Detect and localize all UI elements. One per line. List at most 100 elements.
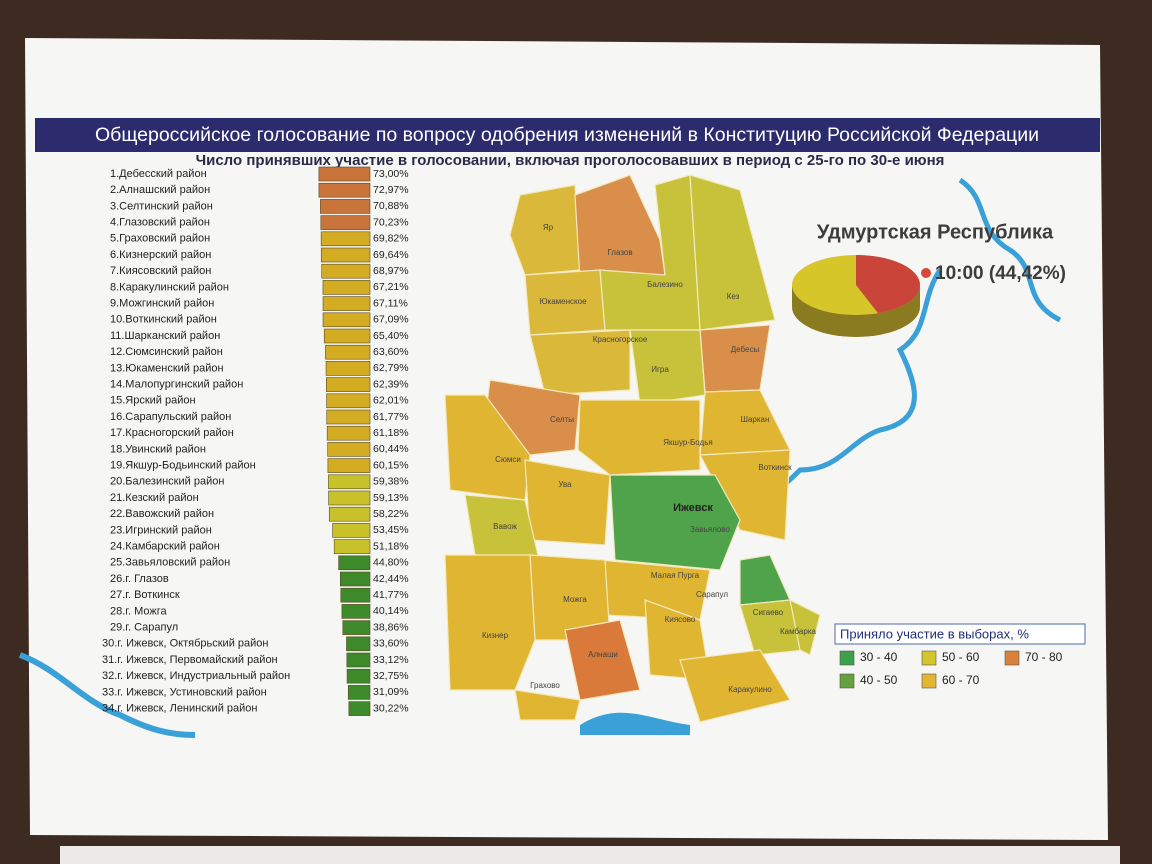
region-label: Киясово	[665, 615, 696, 624]
legend-label: 40 - 50	[860, 673, 898, 687]
row-value: 65,40%	[373, 330, 409, 342]
bar	[320, 247, 371, 263]
row-label: 5.Граховский район	[110, 233, 210, 245]
pie	[792, 255, 921, 337]
row-value: 67,09%	[373, 314, 409, 326]
row-value: 58,22%	[373, 508, 409, 520]
bar	[318, 166, 371, 182]
row-label: 3.Селтинский район	[110, 200, 213, 212]
row-label: 22.Вавожский район	[110, 508, 214, 520]
row-label: 19.Якшур-Бодьинский район	[110, 460, 256, 472]
row-value: 59,13%	[373, 492, 409, 504]
bar	[327, 458, 371, 473]
bar	[322, 312, 371, 328]
row-value: 38,86%	[373, 621, 409, 633]
row-label: 33.г. Ижевск, Устиновский район	[102, 686, 267, 698]
row-value: 62,01%	[373, 395, 409, 407]
row-label: 32.г. Ижевск, Индустриальный район	[102, 670, 290, 682]
row-label: 34.г. Ижевск, Ленинский район	[102, 703, 257, 715]
row-label: 8.Каракулинский район	[110, 281, 229, 293]
bar	[346, 668, 371, 684]
row-label: 4.Глазовский район	[110, 217, 210, 229]
legend-title: Приняло участие в выборах, %	[840, 626, 1029, 641]
bar	[326, 393, 371, 409]
row-label: 11.Шарканский район	[110, 330, 220, 342]
row-value: 63,60%	[373, 346, 409, 358]
bar	[322, 296, 371, 311]
bar	[328, 506, 371, 522]
region	[514, 689, 581, 721]
bar	[341, 604, 371, 619]
row-value: 70,23%	[373, 216, 409, 228]
bar	[321, 263, 371, 279]
row-label: 10.Воткинский район	[110, 314, 217, 326]
legend-label: 70 - 80	[1025, 650, 1063, 664]
bar	[347, 685, 371, 700]
row-value: 69,64%	[373, 249, 409, 261]
region	[679, 649, 791, 723]
row-value: 44,80%	[373, 557, 409, 569]
region-label: Можга	[563, 595, 587, 604]
bar	[328, 474, 371, 490]
bar	[323, 328, 371, 344]
row-label: 20.Балезинский район	[110, 476, 224, 488]
summary-turnout: 10:00 (44,42%)	[935, 263, 1066, 284]
region-label: Дебесы	[731, 345, 760, 354]
bar	[333, 539, 371, 554]
bar	[326, 409, 371, 425]
row-label: 24.Камбарский район	[110, 541, 220, 553]
row-value: 62,39%	[373, 378, 409, 390]
row-label: 13.Юкаменский район	[110, 362, 224, 374]
region	[564, 619, 641, 701]
summary-region: Удмуртская Республика	[817, 221, 1054, 243]
region-label: Ижевск	[673, 502, 713, 514]
bar	[325, 344, 371, 360]
row-value: 68,97%	[373, 265, 409, 277]
region-label: Красногорское	[593, 335, 648, 344]
ranking: 1.Дебесский район 73,00% 2.Алнашский район…	[102, 166, 409, 716]
region	[524, 459, 611, 546]
row-value: 33,60%	[373, 638, 409, 650]
region	[609, 474, 741, 571]
row-label: 26.г. Глазов	[110, 573, 169, 585]
region-label: Балезино	[647, 280, 683, 289]
bar	[318, 182, 371, 198]
region	[689, 174, 776, 331]
legend-label: 50 - 60	[942, 650, 980, 664]
legend-swatch	[839, 673, 855, 689]
legend-swatch	[839, 650, 855, 666]
row-value: 73,00%	[373, 168, 409, 180]
bar	[346, 636, 371, 652]
river	[18, 652, 196, 738]
row-value: 40,14%	[373, 605, 409, 617]
legend-swatch	[1004, 650, 1020, 666]
row-value: 30,22%	[373, 702, 409, 714]
region	[789, 598, 821, 656]
bar	[326, 425, 371, 441]
row-value: 53,45%	[373, 524, 409, 536]
row-value: 67,21%	[373, 281, 409, 293]
row-value: 69,82%	[373, 233, 409, 245]
region-label: Сюмси	[495, 455, 521, 464]
region-label: Ува	[558, 480, 572, 489]
row-label: 17.Красногорский район	[110, 427, 234, 439]
region-label: Воткинск	[758, 463, 792, 472]
bar	[342, 620, 371, 635]
row-value: 33,12%	[373, 654, 409, 666]
row-value: 59,38%	[373, 476, 409, 488]
subtitle: Число принявших участие в голосовании, в…	[196, 152, 945, 169]
row-label: 30.г. Ижевск, Октябрьский район	[102, 638, 268, 650]
bar	[320, 231, 371, 247]
region-label: Каракулино	[728, 685, 772, 694]
row-value: 51,18%	[373, 540, 409, 552]
row-label: 28.г. Можга	[110, 605, 167, 617]
row-label: 7.Киясовский район	[110, 265, 211, 277]
region-label: Завьялово	[690, 525, 730, 534]
row-value: 41,77%	[373, 589, 409, 601]
marker	[921, 268, 931, 278]
bar	[348, 701, 371, 716]
bar	[332, 523, 371, 538]
bar	[327, 442, 371, 457]
